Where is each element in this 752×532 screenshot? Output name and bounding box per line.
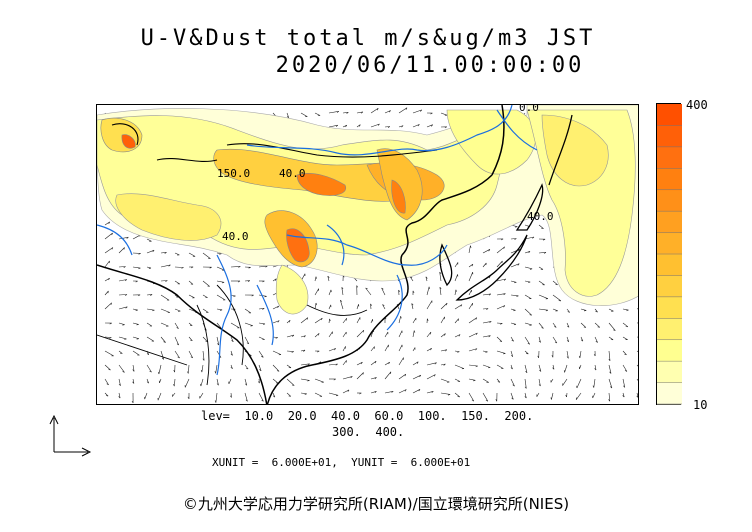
map-title: U-V&Dust total m/s&ug/m3 JST	[140, 26, 596, 51]
colorbar-segment	[657, 189, 682, 212]
colorbar-max-label: 400	[686, 98, 708, 112]
contour-label-150: 150.0	[217, 167, 250, 180]
contour-label-0: 0.0	[519, 105, 539, 114]
colorbar-segment	[657, 125, 682, 148]
colorbar-segment	[657, 168, 682, 191]
reference-vector-axes	[49, 414, 92, 457]
colorbar-segment	[657, 146, 682, 169]
colorbar-segment	[657, 254, 682, 276]
contour-levels-line1: lev= 10.0 20.0 40.0 60.0 100. 150. 200.	[201, 409, 534, 423]
colorbar-segment	[657, 211, 682, 234]
colorbar-segment	[657, 296, 682, 319]
colorbar-segment	[657, 318, 682, 341]
dust-wind-map: 150.0 40.0 40.0 0.0 40.0	[96, 104, 639, 405]
colorbar	[656, 103, 682, 405]
map-timestamp: 2020/06/11.00:00:00	[275, 53, 585, 78]
colorbar-min-label: 10	[693, 398, 708, 412]
colorbar-segment	[657, 232, 682, 255]
rivers	[97, 105, 538, 376]
contour-label-40a: 40.0	[279, 167, 306, 180]
colorbar-segment	[657, 339, 682, 362]
vector-units: XUNIT = 6.000E+01, YUNIT = 6.000E+01	[212, 456, 471, 469]
coastline-borders	[97, 105, 573, 404]
colorbar-segment	[657, 104, 682, 126]
colorbar-segment	[657, 275, 682, 298]
colorbar-segment	[657, 382, 682, 405]
colorbar-segment	[657, 361, 682, 384]
contour-label-40c: 40.0	[527, 210, 554, 223]
credit-text: ©九州大学応用力学研究所(RIAM)/国立環境研究所(NIES)	[182, 495, 570, 513]
dust-concentration-field	[97, 105, 638, 315]
contour-label-40b: 40.0	[222, 230, 249, 243]
contour-levels-line2: 300. 400.	[332, 425, 405, 439]
